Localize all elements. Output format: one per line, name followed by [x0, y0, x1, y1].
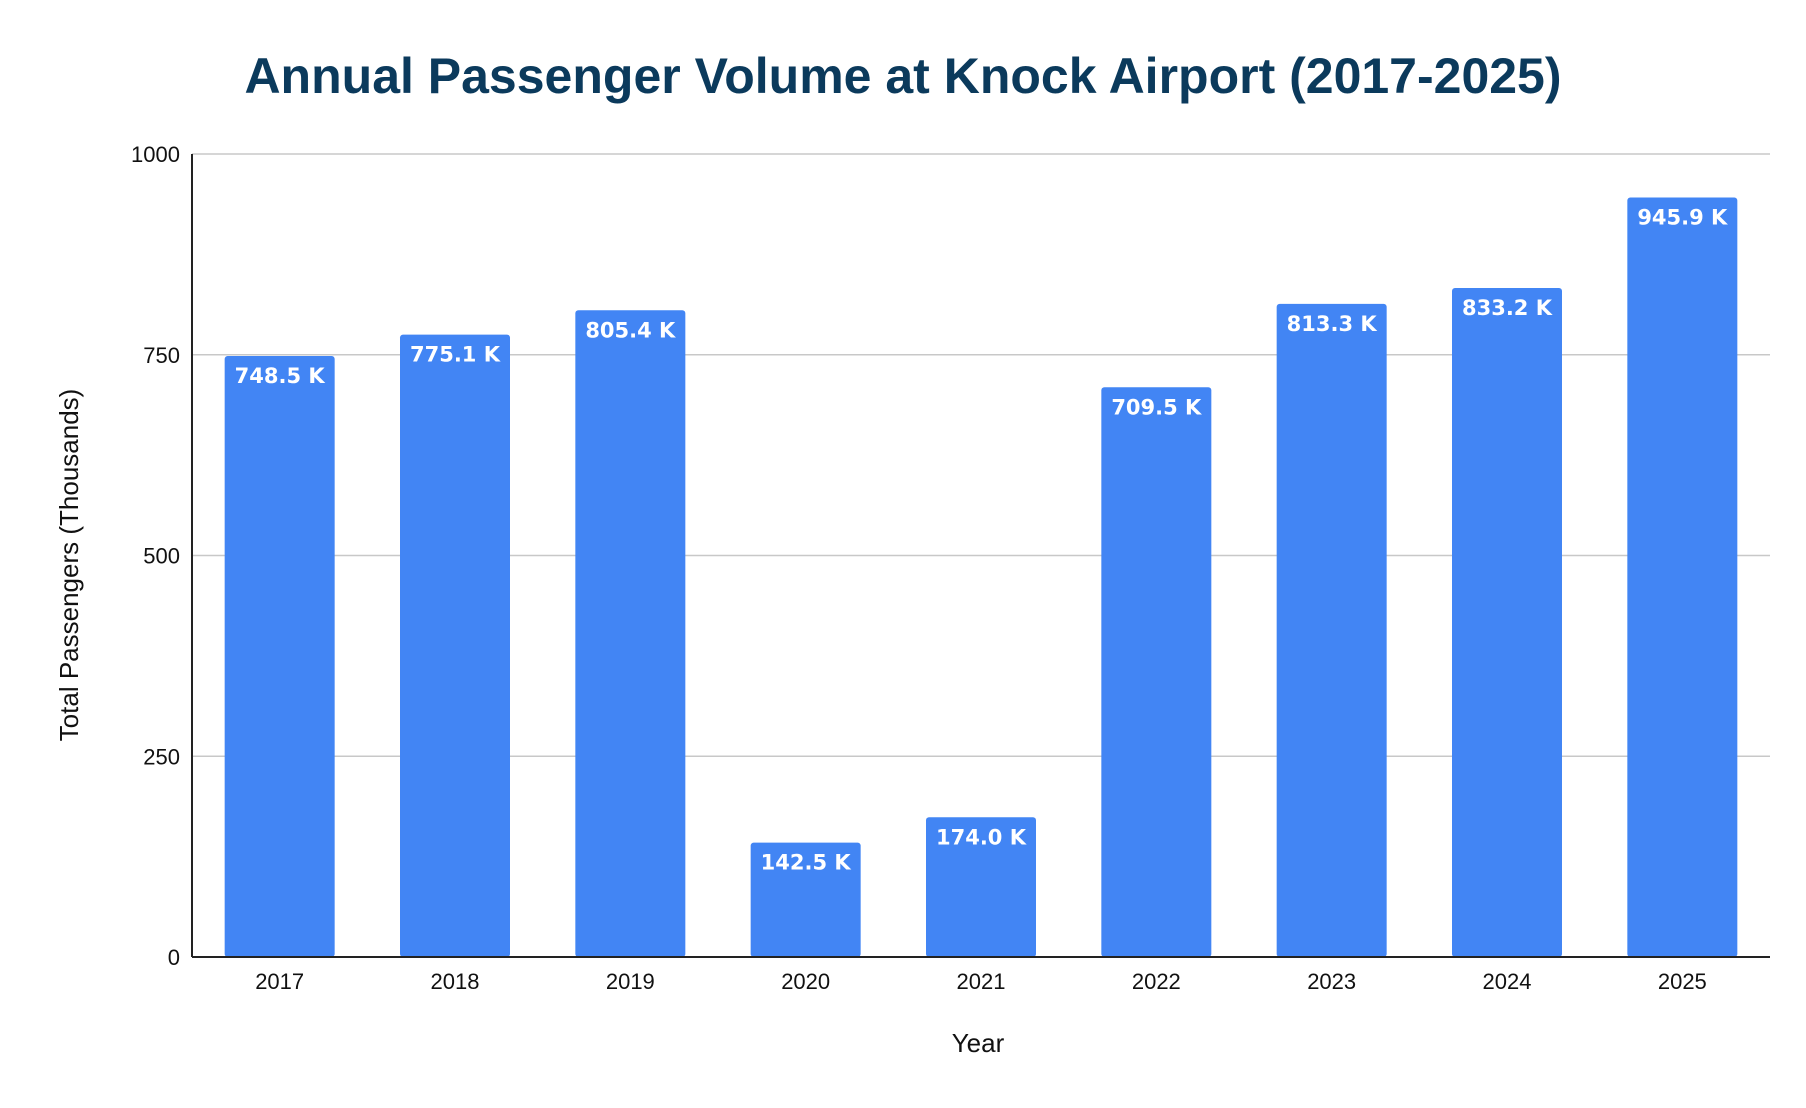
x-axis-ticks: 2017 2018 2019 2020 2021 2022 2023 2024 2025	[255, 969, 1707, 994]
bar-2022	[1101, 387, 1212, 958]
bar-2017	[224, 355, 335, 958]
y-tick-label: 1000	[131, 142, 180, 167]
bar-2020	[750, 842, 861, 957]
bar-data-label: 945.9 K	[1637, 205, 1728, 229]
x-tick-label: 2023	[1307, 969, 1356, 994]
bar-2018	[400, 334, 510, 957]
y-tick-label: 0	[168, 945, 180, 970]
x-tick-label: 2017	[255, 969, 304, 994]
y-axis-ticks: 0 250 500 750 1000	[131, 142, 180, 970]
bar-data-labels: 748.5 K 775.1 K 805.4 K 142.5 K 174.0 K 709.5…	[235, 205, 1728, 874]
bar-data-label: 833.2 K	[1462, 296, 1553, 320]
bar-2021	[926, 817, 1036, 957]
bar-2025	[1627, 197, 1738, 957]
y-tick-label: 500	[143, 544, 180, 569]
bar-data-label: 174.0 K	[936, 825, 1027, 849]
x-tick-label: 2022	[1132, 969, 1181, 994]
bar-2023	[1276, 303, 1387, 957]
x-tick-label: 2019	[606, 969, 655, 994]
x-tick-label: 2020	[781, 969, 830, 994]
x-axis-title: Year	[952, 1028, 1005, 1058]
y-tick-label: 750	[143, 343, 180, 368]
x-tick-label: 2024	[1483, 969, 1532, 994]
bar-data-label: 709.5 K	[1111, 395, 1202, 419]
bar-data-label: 805.4 K	[585, 318, 676, 342]
bar-data-label: 775.1 K	[410, 343, 501, 367]
bars	[224, 197, 1738, 958]
bar-data-label: 142.5 K	[761, 851, 852, 875]
chart-title: Annual Passenger Volume at Knock Airport…	[244, 48, 1561, 104]
bar-2019	[575, 310, 686, 957]
x-tick-label: 2025	[1658, 969, 1707, 994]
y-axis-title: Total Passengers (Thousands)	[54, 389, 84, 742]
y-tick-label: 250	[143, 744, 180, 769]
x-tick-label: 2018	[431, 969, 480, 994]
x-tick-label: 2021	[957, 969, 1006, 994]
bar-2024	[1452, 287, 1562, 957]
bar-data-label: 813.3 K	[1287, 312, 1378, 336]
bar-data-label: 748.5 K	[235, 364, 326, 388]
